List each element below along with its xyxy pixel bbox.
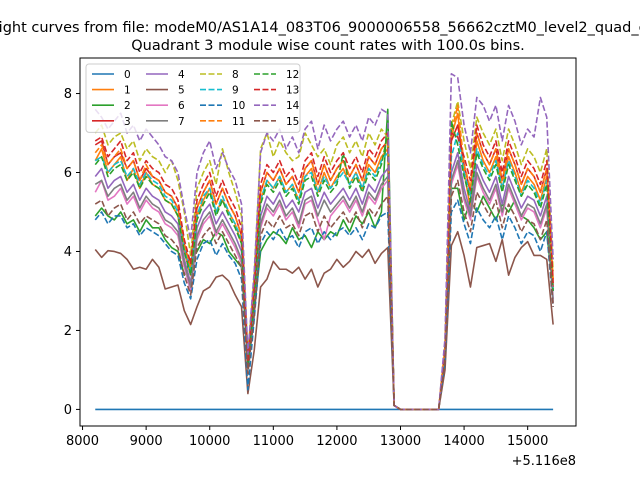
legend-label-13: 13 — [286, 85, 299, 97]
legend-label-10: 10 — [232, 100, 245, 112]
series-line-5 — [94, 230, 554, 411]
axes-layer: 8000 9000 10000 11000 12000 13000 14000 15000 0 2… — [64, 87, 549, 449]
x-tick-label-12000: 12000 — [316, 434, 357, 449]
legend-label-1: 1 — [124, 85, 131, 97]
legend-label-8: 8 — [232, 69, 239, 81]
legend-label-2: 2 — [124, 100, 131, 112]
legend-label-0: 0 — [124, 69, 131, 81]
x-offset-label: +5.116e8 — [512, 454, 576, 469]
legend-label-3: 3 — [124, 116, 131, 128]
x-tick-label-13000: 13000 — [380, 434, 421, 449]
figure-suptitle: Plotting light curves from file: modeM0/… — [0, 20, 640, 36]
legend-label-15: 15 — [286, 116, 299, 128]
legend-label-4: 4 — [178, 69, 185, 81]
series-line-7 — [94, 159, 554, 411]
series-line-4 — [94, 151, 554, 411]
plot-frame — [79, 57, 577, 427]
y-tick-label-0: 0 — [64, 403, 72, 418]
legend-label-9: 9 — [232, 85, 239, 97]
x-tick-label-9000: 9000 — [130, 434, 163, 449]
chart-title: Quadrant 3 module wise count rates with … — [131, 38, 525, 54]
y-tick-label-6: 6 — [64, 166, 72, 181]
y-tick-label-4: 4 — [64, 245, 72, 260]
x-tick-label-8000: 8000 — [66, 434, 99, 449]
x-tick-label-10000: 10000 — [189, 434, 230, 449]
x-tick-label-11000: 11000 — [253, 434, 294, 449]
legend-label-14: 14 — [286, 100, 300, 112]
series-layer — [94, 72, 554, 411]
series-line-14 — [94, 72, 554, 411]
x-tick-label-14000: 14000 — [443, 434, 484, 449]
series-line-10 — [94, 199, 554, 411]
legend-label-7: 7 — [178, 116, 185, 128]
series-line-15 — [94, 179, 554, 411]
series-line-13 — [94, 124, 554, 411]
x-tick-label-15000: 15000 — [507, 434, 548, 449]
y-tick-label-8: 8 — [64, 87, 72, 102]
legend-label-12: 12 — [286, 69, 299, 81]
series-line-12 — [94, 120, 554, 411]
legend-box — [85, 63, 301, 133]
legend-label-6: 6 — [178, 100, 185, 112]
series-line-11 — [94, 104, 554, 411]
legend-label-11: 11 — [232, 116, 245, 128]
legend-label-5: 5 — [178, 85, 185, 97]
series-line-9 — [94, 132, 554, 411]
y-tick-label-2: 2 — [64, 324, 72, 339]
